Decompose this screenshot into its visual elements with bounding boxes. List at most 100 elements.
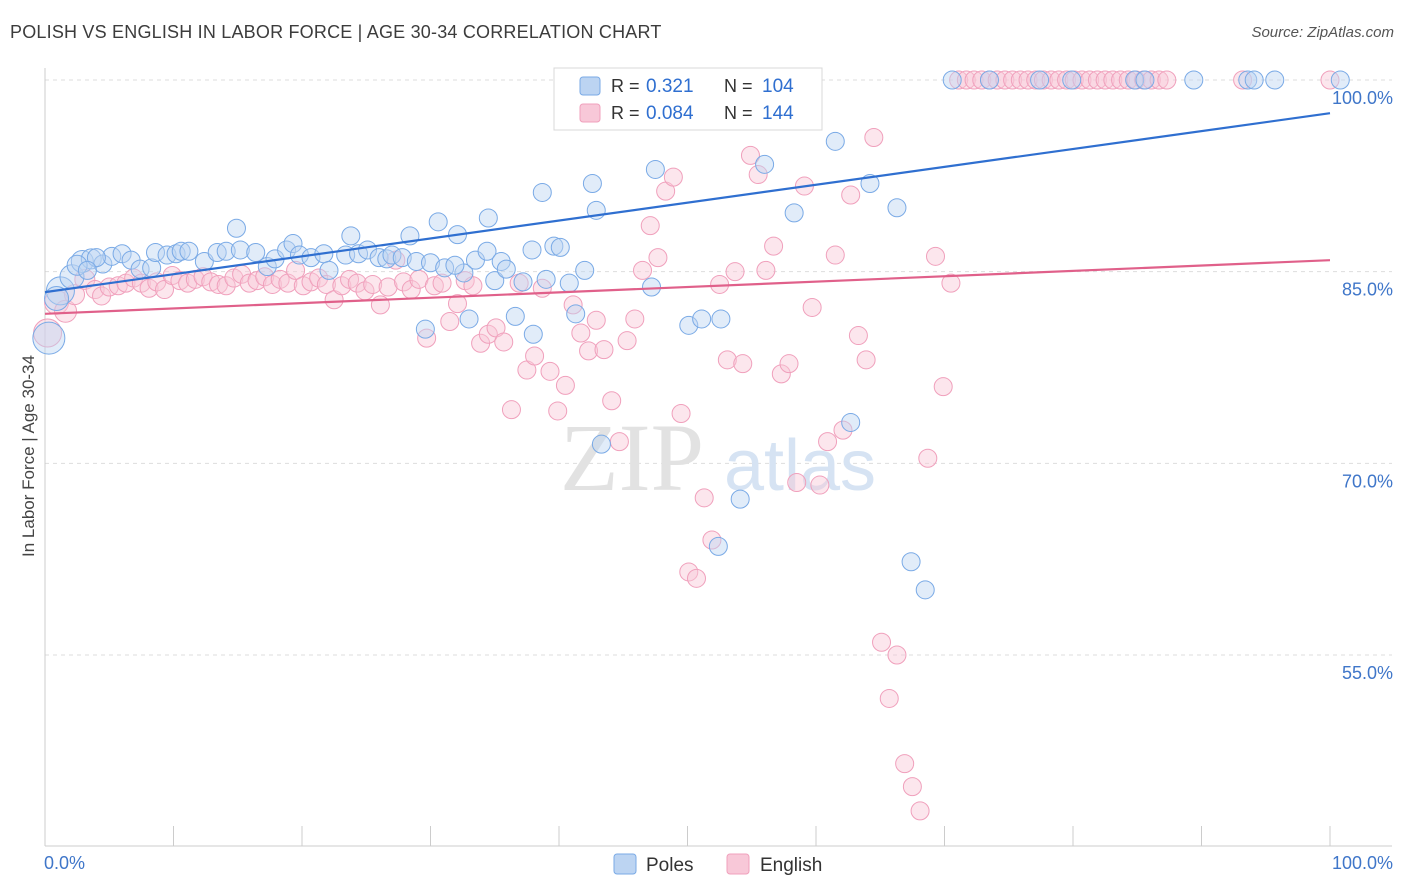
data-point bbox=[246, 243, 266, 262]
data-point bbox=[1010, 70, 1030, 90]
trend-lines bbox=[44, 112, 1331, 315]
data-point bbox=[787, 473, 807, 492]
data-point bbox=[609, 432, 629, 452]
data-point bbox=[341, 226, 361, 246]
data-point bbox=[201, 272, 221, 292]
data-point bbox=[1184, 70, 1204, 90]
data-point bbox=[477, 241, 497, 261]
data-point bbox=[825, 131, 845, 151]
data-point bbox=[406, 251, 426, 271]
data-point bbox=[301, 248, 321, 268]
data-point bbox=[440, 312, 460, 331]
data-point bbox=[918, 448, 938, 468]
legend-r-label-poles: R = bbox=[611, 76, 640, 96]
tick-labels: 55.0% 70.0% 85.0% 100.0% 0.0% 100.0% bbox=[44, 88, 1393, 873]
data-point bbox=[1057, 70, 1077, 90]
data-point bbox=[478, 208, 498, 228]
data-point bbox=[725, 262, 745, 282]
data-point bbox=[575, 260, 595, 280]
bottom-legend-label-poles: Poles bbox=[646, 855, 694, 876]
legend-n-label-poles: N = bbox=[724, 76, 753, 96]
data-point bbox=[1157, 70, 1177, 90]
data-point bbox=[496, 259, 516, 279]
data-point bbox=[505, 306, 525, 326]
trend-line-english bbox=[44, 259, 1331, 315]
data-point bbox=[686, 568, 706, 588]
y-tick-label: 55.0% bbox=[1342, 663, 1393, 683]
data-point bbox=[525, 346, 545, 366]
data-point bbox=[522, 240, 542, 260]
data-point bbox=[377, 249, 397, 269]
data-point bbox=[550, 237, 570, 257]
data-point bbox=[771, 364, 791, 384]
data-point bbox=[995, 70, 1015, 90]
data-point bbox=[956, 70, 976, 90]
data-point bbox=[421, 253, 440, 273]
data-point bbox=[1062, 70, 1082, 90]
data-point bbox=[230, 240, 250, 260]
data-point bbox=[926, 246, 946, 266]
data-point bbox=[802, 297, 822, 317]
data-point bbox=[987, 70, 1007, 90]
data-point bbox=[571, 323, 591, 343]
data-point bbox=[582, 174, 602, 193]
data-point bbox=[810, 475, 830, 495]
legend-n-label-english: N = bbox=[724, 103, 753, 123]
data-point bbox=[964, 70, 984, 90]
data-point bbox=[146, 243, 166, 262]
data-point bbox=[179, 241, 199, 261]
data-point bbox=[358, 240, 378, 260]
data-point bbox=[833, 420, 853, 440]
data-point bbox=[1330, 70, 1350, 90]
data-point bbox=[818, 432, 838, 452]
data-point bbox=[1118, 70, 1138, 90]
legend-swatch-english bbox=[579, 103, 601, 123]
data-point bbox=[887, 198, 907, 218]
data-point bbox=[44, 286, 70, 311]
data-point bbox=[979, 70, 999, 90]
data-point bbox=[910, 801, 930, 821]
x-tick-label: 100.0% bbox=[1332, 853, 1393, 873]
data-point bbox=[513, 272, 533, 292]
data-point bbox=[848, 326, 868, 346]
data-point bbox=[949, 70, 969, 90]
data-point bbox=[591, 434, 611, 454]
data-point bbox=[332, 276, 352, 296]
bottom-legend-swatch-poles bbox=[613, 853, 637, 875]
data-point bbox=[216, 241, 236, 261]
data-point bbox=[740, 145, 760, 165]
data-point bbox=[1244, 70, 1264, 90]
data-point bbox=[784, 203, 804, 223]
data-point bbox=[1238, 70, 1258, 90]
watermark-atlas: atlas bbox=[724, 426, 876, 506]
data-point bbox=[730, 489, 750, 509]
data-point bbox=[692, 309, 712, 329]
data-point bbox=[717, 350, 737, 370]
data-point bbox=[428, 212, 448, 232]
data-point bbox=[901, 552, 921, 572]
data-point bbox=[679, 562, 699, 582]
bottom-legend: Poles English bbox=[613, 853, 822, 876]
data-point bbox=[902, 777, 922, 797]
data-point bbox=[1135, 70, 1155, 90]
data-point bbox=[532, 182, 552, 202]
data-point bbox=[733, 354, 753, 374]
data-point bbox=[942, 70, 962, 90]
data-point bbox=[494, 332, 514, 352]
watermark-zip: ZIP bbox=[560, 404, 704, 511]
series-poles bbox=[32, 70, 1350, 600]
data-point bbox=[536, 269, 556, 289]
data-point bbox=[1030, 70, 1050, 90]
chart-title: POLISH VS ENGLISH IN LABOR FORCE | AGE 3… bbox=[10, 22, 662, 42]
data-point bbox=[764, 236, 784, 256]
axes bbox=[44, 68, 1392, 847]
data-point bbox=[756, 260, 776, 280]
data-point bbox=[625, 309, 645, 329]
data-point bbox=[872, 632, 892, 652]
data-point bbox=[447, 294, 467, 314]
data-point bbox=[1149, 70, 1169, 90]
data-point bbox=[617, 331, 637, 351]
data-point bbox=[755, 154, 775, 174]
legend-n-value-english: 144 bbox=[762, 103, 794, 124]
data-point bbox=[895, 754, 915, 774]
